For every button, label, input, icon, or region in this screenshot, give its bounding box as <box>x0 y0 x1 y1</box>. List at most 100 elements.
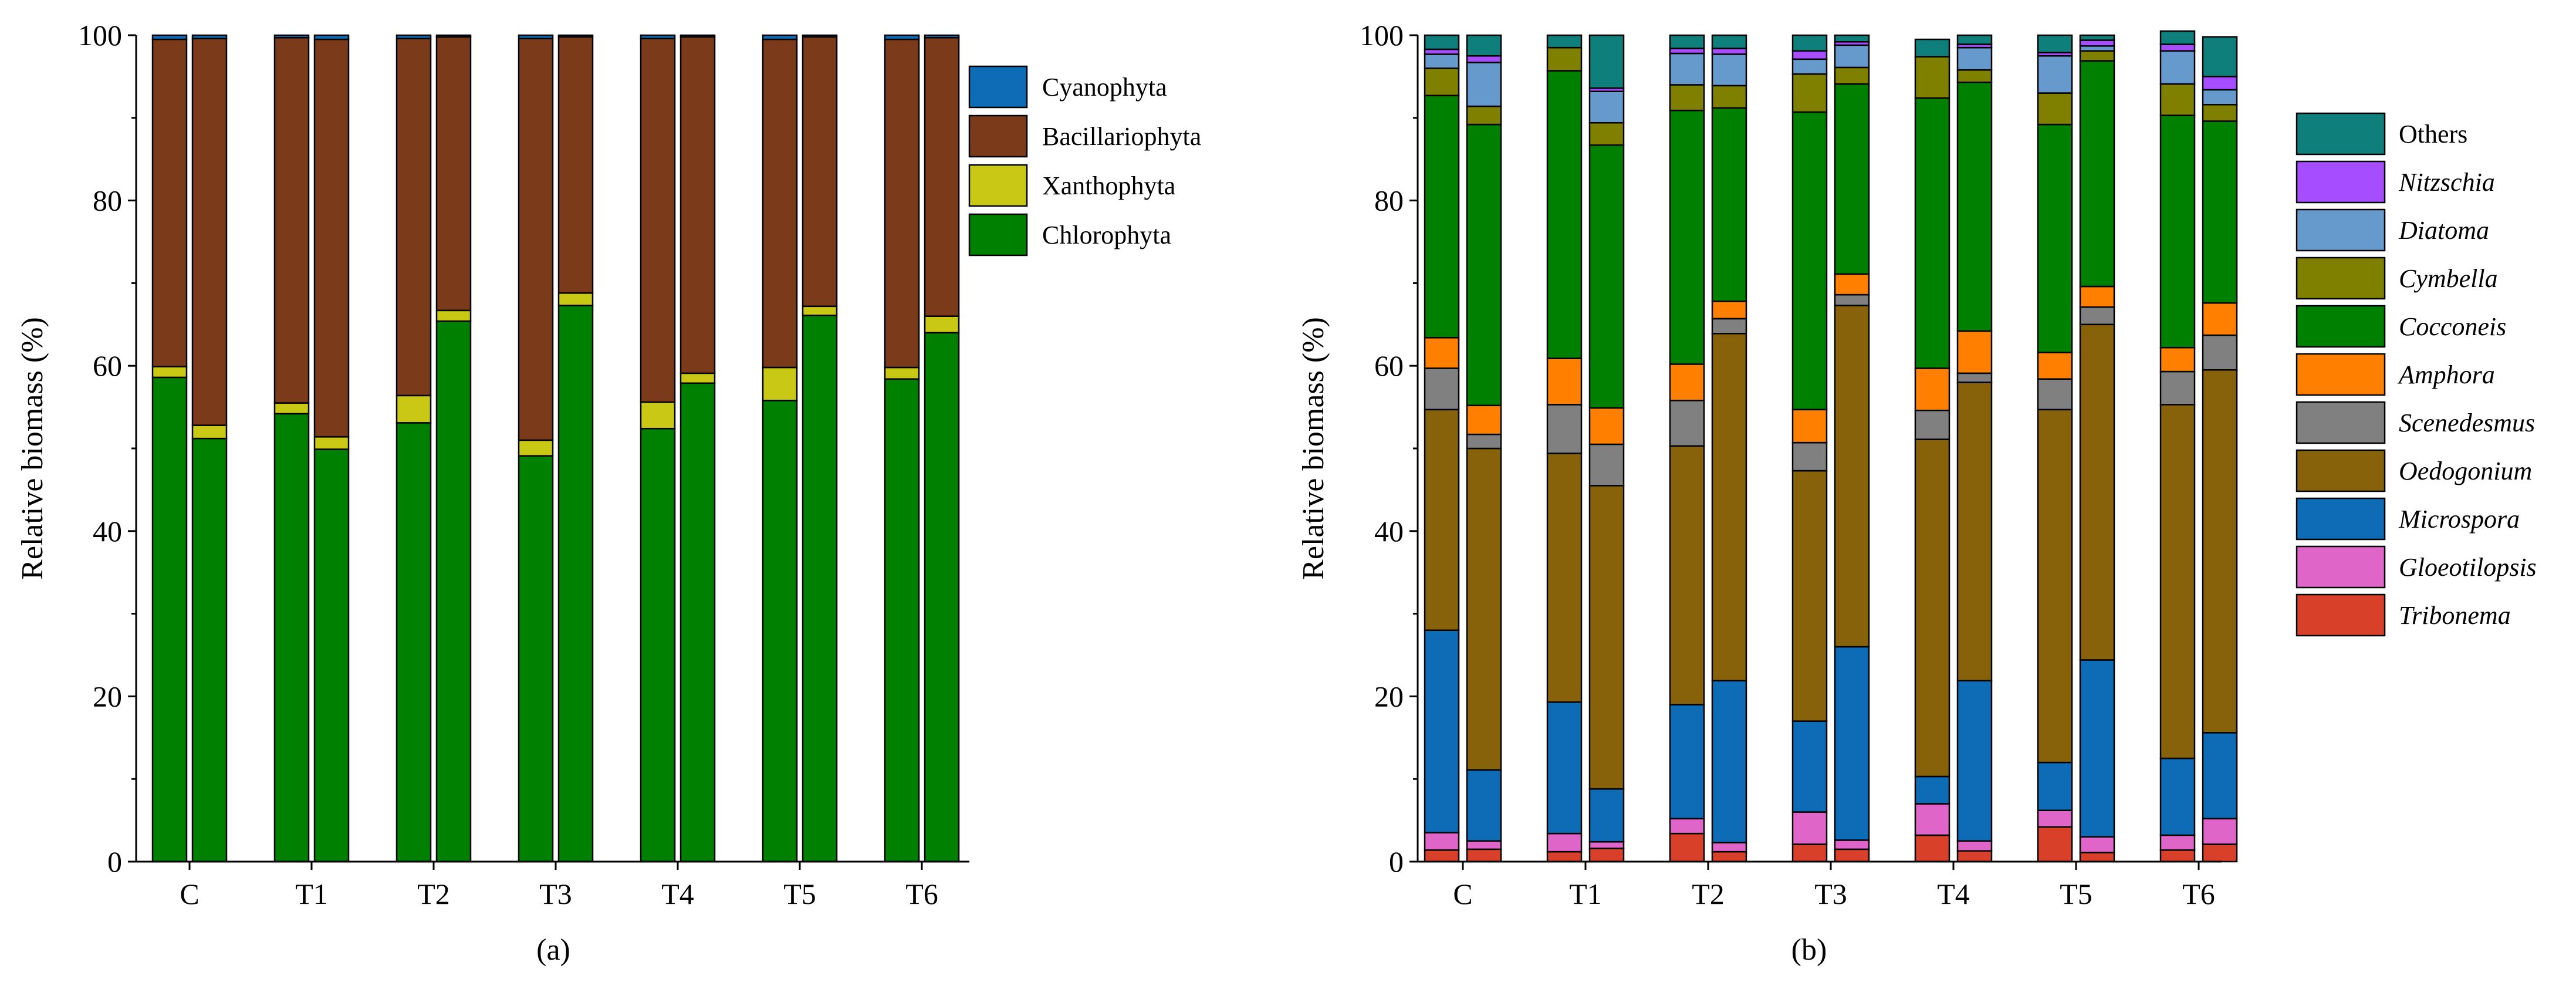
panel-b-bar-3-2-cymbella <box>1711 85 1747 109</box>
panel-b-bar-1-2-nitzschia <box>1466 55 1502 63</box>
panel-a-bar-1-2-chlorophyta <box>191 437 228 863</box>
panel-b-bar-4-1-cocconeis <box>1791 111 1828 411</box>
panel-a-bar-5-2-bacillariophyta <box>680 36 716 374</box>
panel-b-legend-swatch-amphora <box>2296 353 2386 396</box>
panel-b-bar-5-1-oedogonium <box>1914 438 1950 778</box>
panel-b-bar-6-1-cocconeis <box>2037 123 2073 353</box>
panel-a-bar-7-1-bacillariophyta <box>884 38 920 369</box>
panel-a-bar-7-2-cyanophyta <box>924 34 960 39</box>
panel-b-bar-3-2-microspora <box>1711 680 1747 843</box>
panel-b-bar-3-2-gloeotilopsis <box>1711 842 1747 853</box>
panel-b-bar-7-1-oedogonium <box>2159 404 2196 760</box>
panel-b-bar-5-2-cymbella <box>1956 69 1993 83</box>
panel-b-y-tick-label: 80 <box>1374 184 1404 217</box>
panel-b-bar-7-2-oedogonium <box>2202 369 2238 734</box>
panel-b-bar-3-1-cocconeis <box>1669 109 1705 365</box>
panel-a-bar-4-1-bacillariophyta <box>518 38 554 441</box>
panel-a-bar-6-2-cyanophyta <box>802 34 838 38</box>
panel-b-bars <box>1424 30 2238 863</box>
panel-b-legend-swatch-diatoma <box>2296 208 2386 252</box>
panel-b-bar-1-2-others <box>1466 34 1502 57</box>
panel-b-bar-1-1-amphora <box>1424 337 1460 369</box>
panel-b-bar-6-2-oedogonium <box>2079 323 2115 661</box>
panel-b-bar-3-1-nitzschia <box>1669 48 1705 55</box>
panel-b-bar-6-1-tribonema <box>2037 826 2073 863</box>
panel-b-bar-6-2-cocconeis <box>2079 60 2115 288</box>
panel-b-legend-label-tribonema: Tribonema <box>2399 601 2511 630</box>
panel-b-bar-4-1-diatoma <box>1791 58 1828 75</box>
panel-b-bar-1-2-microspora <box>1466 769 1502 842</box>
panel-b-x-tick-label-c: C <box>1453 877 1472 910</box>
panel-b-bar-4-2-tribonema <box>1834 848 1870 863</box>
panel-b-bar-2-1-microspora <box>1546 701 1583 835</box>
panel-a-bar-5-2-xanthophyta <box>680 372 716 384</box>
panel-b-bar-2-1-gloeotilopsis <box>1546 832 1583 853</box>
panel-a-bar-1-1-chlorophyta <box>151 376 188 863</box>
panel-a-bar-2-2-bacillariophyta <box>313 38 350 438</box>
panel-b-bar-7-2-amphora <box>2202 302 2238 336</box>
panel-a-bar-4-2-xanthophyta <box>557 292 594 306</box>
panel-b-legend-swatch-oedogonium <box>2296 449 2386 492</box>
panel-b-bar-3-2-oedogonium <box>1711 333 1747 681</box>
panel-b-bar-5-2-scenedesmus <box>1956 372 1993 383</box>
panel-b-bar-7-2-others <box>2202 36 2238 77</box>
panel-b-bar-2-2-cymbella <box>1588 121 1625 146</box>
panel-a-legend-label-xanthophyta: Xanthophyta <box>1042 171 1175 200</box>
panel-a-bar-1-1-bacillariophyta <box>151 38 188 367</box>
panel-b-x-tick-label-t4: T4 <box>1937 877 1970 910</box>
panel-b-bar-7-1-nitzschia <box>2159 43 2196 52</box>
panel-b-bar-5-1-amphora <box>1914 367 1950 411</box>
panel-b-bar-5-2-microspora <box>1956 680 1993 842</box>
panel-a-bar-5-1-xanthophyta <box>640 401 676 430</box>
panel-b-bar-1-1-scenedesmus <box>1424 367 1460 411</box>
panel-a-bar-6-1-chlorophyta <box>762 400 798 863</box>
panel-b-bar-3-2-tribonema <box>1711 850 1747 863</box>
panel-b-legend-swatch-nitzschia <box>2296 160 2386 204</box>
panel-a-legend-swatch-xanthophyta <box>968 164 1028 207</box>
panel-a-legend-swatch-cyanophyta <box>968 65 1028 109</box>
panel-b-x-tick-label-t6: T6 <box>2182 877 2215 910</box>
panel-a-chart: Relative biomass (%) (a) 0 20 40 60 80 100 C T1… <box>16 19 1201 967</box>
panel-a-x-tick-label-t3: T3 <box>539 877 572 910</box>
panel-b-bar-4-1-others <box>1791 34 1828 52</box>
panel-b-bar-2-2-others <box>1588 34 1625 89</box>
panel-b-legend-label-gloeotilopsis: Gloeotilopsis <box>2399 553 2537 582</box>
panel-b-legend: Others Nitzschia Diatoma Cymbella Cocconeis A… <box>2296 112 2537 637</box>
panel-b-bar-7-1-microspora <box>2159 757 2196 836</box>
panel-b-legend-label-cymbella: Cymbella <box>2399 264 2498 293</box>
panel-a-bar-2-2-xanthophyta <box>313 436 350 450</box>
panel-b-bar-6-1-amphora <box>2037 352 2073 380</box>
panel-b-bar-4-2-scenedesmus <box>1834 293 1870 306</box>
panel-b-bar-6-2-cymbella <box>2079 50 2115 62</box>
panel-b-bar-5-1-tribonema <box>1914 834 1950 863</box>
panel-b-y-tick-label: 40 <box>1374 515 1404 548</box>
panel-a-bar-5-1-chlorophyta <box>640 427 676 863</box>
panel-b-bar-6-1-oedogonium <box>2037 409 2073 764</box>
panel-b-y-tick-label: 60 <box>1374 349 1404 382</box>
panel-a-bar-7-1-xanthophyta <box>884 366 920 380</box>
panel-b-bar-7-1-tribonema <box>2159 849 2196 863</box>
panel-b-bar-1-2-scenedesmus <box>1466 433 1502 450</box>
panel-a-bar-4-2-cyanophyta <box>557 34 594 38</box>
panel-a-bar-5-2-chlorophyta <box>680 382 716 863</box>
panel-a-bar-5-1-cyanophyta <box>640 34 676 39</box>
panel-b-legend-label-amphora: Amphora <box>2397 360 2495 389</box>
panel-b-bar-6-2-scenedesmus <box>2079 306 2115 326</box>
panel-a-bar-7-2-chlorophyta <box>924 332 960 863</box>
panel-b-bar-6-1-microspora <box>2037 761 2073 811</box>
panel-b-bar-1-1-microspora <box>1424 629 1460 833</box>
panel-b-legend-label-diatoma: Diatoma <box>2398 216 2489 245</box>
panel-b-bar-1-1-others <box>1424 34 1460 50</box>
panel-b-bar-7-1-scenedesmus <box>2159 370 2196 406</box>
panel-a-x-tick-label-t5: T5 <box>783 877 816 910</box>
panel-a-bar-1-2-cyanophyta <box>191 34 228 39</box>
panel-b-bar-3-1-oedogonium <box>1669 445 1705 706</box>
panel-b-y-tick-label: 0 <box>1389 845 1404 878</box>
panel-a-legend: Cyanophyta Bacillariophyta Xanthophyta Chlo… <box>968 65 1201 256</box>
panel-b-bar-2-2-amphora <box>1588 407 1625 445</box>
panel-b-bar-7-1-gloeotilopsis <box>2159 834 2196 851</box>
panel-b-x-tick-label-t3: T3 <box>1814 877 1847 910</box>
panel-b-bar-2-1-cymbella <box>1546 46 1583 72</box>
panel-a-legend-swatch-chlorophyta <box>968 213 1028 256</box>
